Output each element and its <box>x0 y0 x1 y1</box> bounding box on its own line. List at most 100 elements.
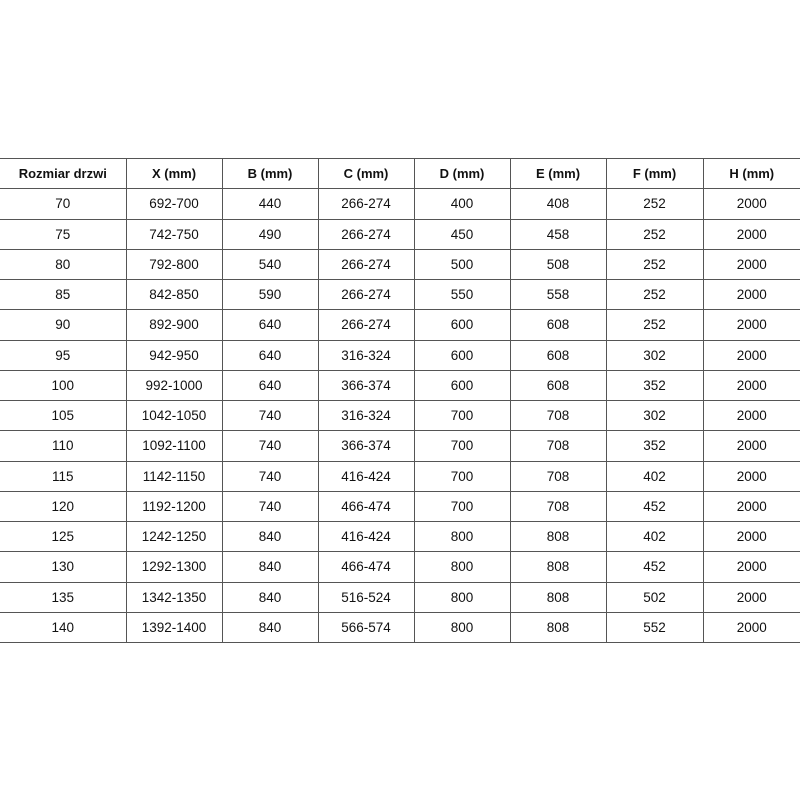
table-cell: 408 <box>509 188 607 220</box>
table-cell: 302 <box>605 339 704 371</box>
table-cell: 110 <box>0 430 127 462</box>
column-header: C (mm) <box>317 157 415 190</box>
table-cell: 416-424 <box>317 520 415 553</box>
table-cell: 600 <box>413 369 511 402</box>
table-cell: 1292-1300 <box>125 551 223 583</box>
table-cell: 452 <box>605 551 704 583</box>
table-cell: 266-274 <box>317 278 415 311</box>
table-cell: 252 <box>605 218 704 250</box>
table-cell: 808 <box>509 551 607 583</box>
table-cell: 85 <box>0 278 127 311</box>
table-cell: 302 <box>605 399 704 432</box>
table-cell: 125 <box>0 520 127 553</box>
table-row: 130 1292-1300 840 466-474 800 808 452 2000 <box>0 551 800 583</box>
table-cell: 2000 <box>702 188 800 220</box>
table-cell: 508 <box>509 248 607 281</box>
table-row: 120 1192-1200 740 466-474 700 708 452 2000 <box>0 490 800 523</box>
table-cell: 490 <box>221 218 319 250</box>
table-cell: 550 <box>413 278 511 311</box>
table-cell: 840 <box>221 611 319 644</box>
table-cell: 90 <box>0 309 127 341</box>
table-cell: 2000 <box>702 581 800 613</box>
table-row: 85 842-850 590 266-274 550 558 252 2000 <box>0 278 800 311</box>
table-row: 95 942-950 640 316-324 600 608 302 2000 <box>0 339 800 371</box>
table-cell: 120 <box>0 490 127 523</box>
table-cell: 266-274 <box>317 218 415 250</box>
table-cell: 458 <box>509 218 607 250</box>
table-cell: 266-274 <box>317 309 415 341</box>
table-cell: 708 <box>509 460 607 492</box>
table-cell: 608 <box>509 369 607 402</box>
table-cell: 840 <box>221 581 319 613</box>
table-cell: 2000 <box>702 369 800 402</box>
table-cell: 252 <box>605 309 704 341</box>
table-cell: 1392-1400 <box>125 611 223 644</box>
table-cell: 1242-1250 <box>125 520 223 553</box>
table-cell: 792-800 <box>125 248 223 281</box>
table-cell: 708 <box>509 399 607 432</box>
table-cell: 800 <box>413 551 511 583</box>
table-cell: 352 <box>605 430 704 462</box>
table-cell: 740 <box>221 399 319 432</box>
table-cell: 740 <box>221 430 319 462</box>
table-cell: 640 <box>221 369 319 402</box>
table-cell: 316-324 <box>317 339 415 371</box>
table-cell: 2000 <box>702 490 800 523</box>
column-header: H (mm) <box>702 157 800 190</box>
table-cell: 992-1000 <box>125 369 223 402</box>
table-cell: 800 <box>413 611 511 644</box>
table-cell: 402 <box>605 460 704 492</box>
table-cell: 566-574 <box>317 611 415 644</box>
table-row: 75 742-750 490 266-274 450 458 252 2000 <box>0 218 800 250</box>
table-cell: 70 <box>0 188 127 220</box>
table-cell: 135 <box>0 581 127 613</box>
table-cell: 2000 <box>702 551 800 583</box>
table-cell: 100 <box>0 369 127 402</box>
table-cell: 400 <box>413 188 511 220</box>
table-cell: 1192-1200 <box>125 490 223 523</box>
table-cell: 840 <box>221 551 319 583</box>
table-cell: 700 <box>413 399 511 432</box>
table-row: 135 1342-1350 840 516-524 800 808 502 2000 <box>0 581 800 613</box>
table-row: 90 892-900 640 266-274 600 608 252 2000 <box>0 309 800 341</box>
table-cell: 942-950 <box>125 339 223 371</box>
table-cell: 366-374 <box>317 430 415 462</box>
table-cell: 2000 <box>702 399 800 432</box>
table-cell: 1342-1350 <box>125 581 223 613</box>
table-row: 115 1142-1150 740 416-424 700 708 402 2000 <box>0 460 800 492</box>
table-cell: 1092-1100 <box>125 430 223 462</box>
table-cell: 558 <box>509 278 607 311</box>
table-cell: 2000 <box>702 611 800 644</box>
table-cell: 552 <box>605 611 704 644</box>
table-row: 70 692-700 440 266-274 400 408 252 2000 <box>0 188 800 220</box>
table-cell: 266-274 <box>317 248 415 281</box>
table-cell: 740 <box>221 460 319 492</box>
table-cell: 640 <box>221 339 319 371</box>
table-cell: 600 <box>413 339 511 371</box>
table-cell: 316-324 <box>317 399 415 432</box>
table-row: 110 1092-1100 740 366-374 700 708 352 2000 <box>0 430 800 462</box>
table-cell: 450 <box>413 218 511 250</box>
table-cell: 640 <box>221 309 319 341</box>
table-cell: 366-374 <box>317 369 415 402</box>
table-cell: 416-424 <box>317 460 415 492</box>
table-cell: 95 <box>0 339 127 371</box>
table-cell: 500 <box>413 248 511 281</box>
table-cell: 2000 <box>702 218 800 250</box>
table-cell: 840 <box>221 520 319 553</box>
table-row: 140 1392-1400 840 566-574 800 808 552 2000 <box>0 611 800 644</box>
table-cell: 2000 <box>702 520 800 553</box>
table-row: 80 792-800 540 266-274 500 508 252 2000 <box>0 248 800 281</box>
table-cell: 2000 <box>702 278 800 311</box>
table-cell: 75 <box>0 218 127 250</box>
table-row: 105 1042-1050 740 316-324 700 708 302 2000 <box>0 399 800 432</box>
table-cell: 502 <box>605 581 704 613</box>
door-dimensions-table: Rozmiar drzwi X (mm) B (mm) C (mm) D (mm) E (… <box>0 157 800 644</box>
table-cell: 742-750 <box>125 218 223 250</box>
table-cell: 452 <box>605 490 704 523</box>
column-header: B (mm) <box>221 157 319 190</box>
table-cell: 466-474 <box>317 490 415 523</box>
table-cell: 708 <box>509 430 607 462</box>
table-cell: 740 <box>221 490 319 523</box>
table-cell: 1042-1050 <box>125 399 223 432</box>
